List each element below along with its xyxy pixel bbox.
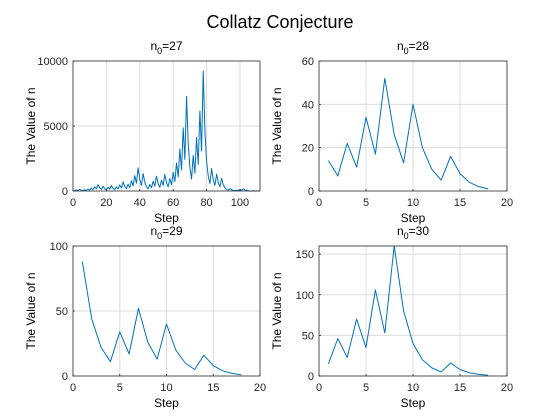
y-axis-label: The Value of n (270, 272, 284, 349)
subplot-title: n0=27 (150, 39, 182, 56)
subplot-title: n0=30 (397, 224, 429, 241)
x-tick-label: 40 (134, 197, 146, 209)
x-tick-label: 100 (231, 197, 249, 209)
subplot-title: n0=28 (397, 39, 429, 56)
y-tick-label: 50 (56, 306, 68, 318)
y-tick-label: 5000 (44, 121, 68, 133)
subplot-title-tail: =30 (409, 224, 430, 238)
y-axis-label: The Value of n (24, 272, 38, 349)
x-tick-label: 15 (454, 197, 466, 209)
x-tick-label: 10 (407, 197, 419, 209)
figure-title: Collatz Conjecture (206, 12, 353, 32)
x-tick-label: 15 (207, 382, 219, 394)
subplot-title-subscript: 0 (404, 231, 409, 241)
subplot-title: n0=29 (150, 224, 182, 241)
x-tick-label: 80 (200, 197, 212, 209)
y-tick-label: 150 (296, 249, 314, 261)
y-tick-label: 100 (296, 290, 314, 302)
x-tick-label: 0 (316, 382, 322, 394)
subplot-title-base: n (397, 224, 404, 238)
x-tick-label: 10 (160, 382, 172, 394)
x-tick-label: 5 (363, 382, 369, 394)
x-tick-label: 60 (167, 197, 179, 209)
y-tick-label: 50 (302, 330, 314, 342)
subplot-title-base: n (150, 39, 157, 53)
x-axis-label: Step (401, 211, 426, 225)
series-line-1 (81, 261, 242, 376)
x-tick-label: 20 (100, 197, 112, 209)
series-line-1 (74, 70, 261, 192)
y-axis-label: The Value of n (270, 87, 284, 164)
subplot-title-base: n (150, 224, 157, 238)
subplot-title-subscript: 0 (157, 46, 162, 56)
y-tick-label: 100 (50, 241, 68, 253)
subplot-title-subscript: 0 (404, 46, 409, 56)
x-tick-label: 10 (407, 382, 419, 394)
x-tick-label: 0 (316, 197, 322, 209)
subplot-title-subscript: 0 (157, 231, 162, 241)
x-axis-label: Step (401, 396, 426, 410)
x-tick-label: 15 (454, 382, 466, 394)
x-tick-label: 20 (501, 382, 513, 394)
series-line-1 (327, 245, 489, 376)
x-tick-label: 0 (70, 382, 76, 394)
series-line-1 (327, 77, 489, 190)
x-tick-label: 20 (501, 197, 513, 209)
y-axis-label: The Value of n (24, 87, 38, 164)
y-tick-label: 0 (308, 186, 314, 198)
x-tick-label: 20 (254, 382, 266, 394)
y-tick-label: 40 (302, 99, 314, 111)
y-tick-label: 0 (308, 371, 314, 383)
x-tick-label: 0 (70, 197, 76, 209)
y-tick-label: 0 (62, 186, 68, 198)
y-tick-label: 0 (62, 371, 68, 383)
y-tick-label: 10000 (37, 56, 68, 68)
y-tick-label: 60 (302, 56, 314, 68)
y-tick-label: 20 (302, 143, 314, 155)
subplot-title-tail: =27 (162, 39, 183, 53)
subplot-title-base: n (397, 39, 404, 53)
x-tick-label: 5 (117, 382, 123, 394)
x-axis-label: Step (154, 211, 179, 225)
subplot-title-tail: =28 (409, 39, 430, 53)
x-tick-label: 5 (363, 197, 369, 209)
x-axis-label: Step (154, 396, 179, 410)
subplot-title-tail: =29 (162, 224, 183, 238)
